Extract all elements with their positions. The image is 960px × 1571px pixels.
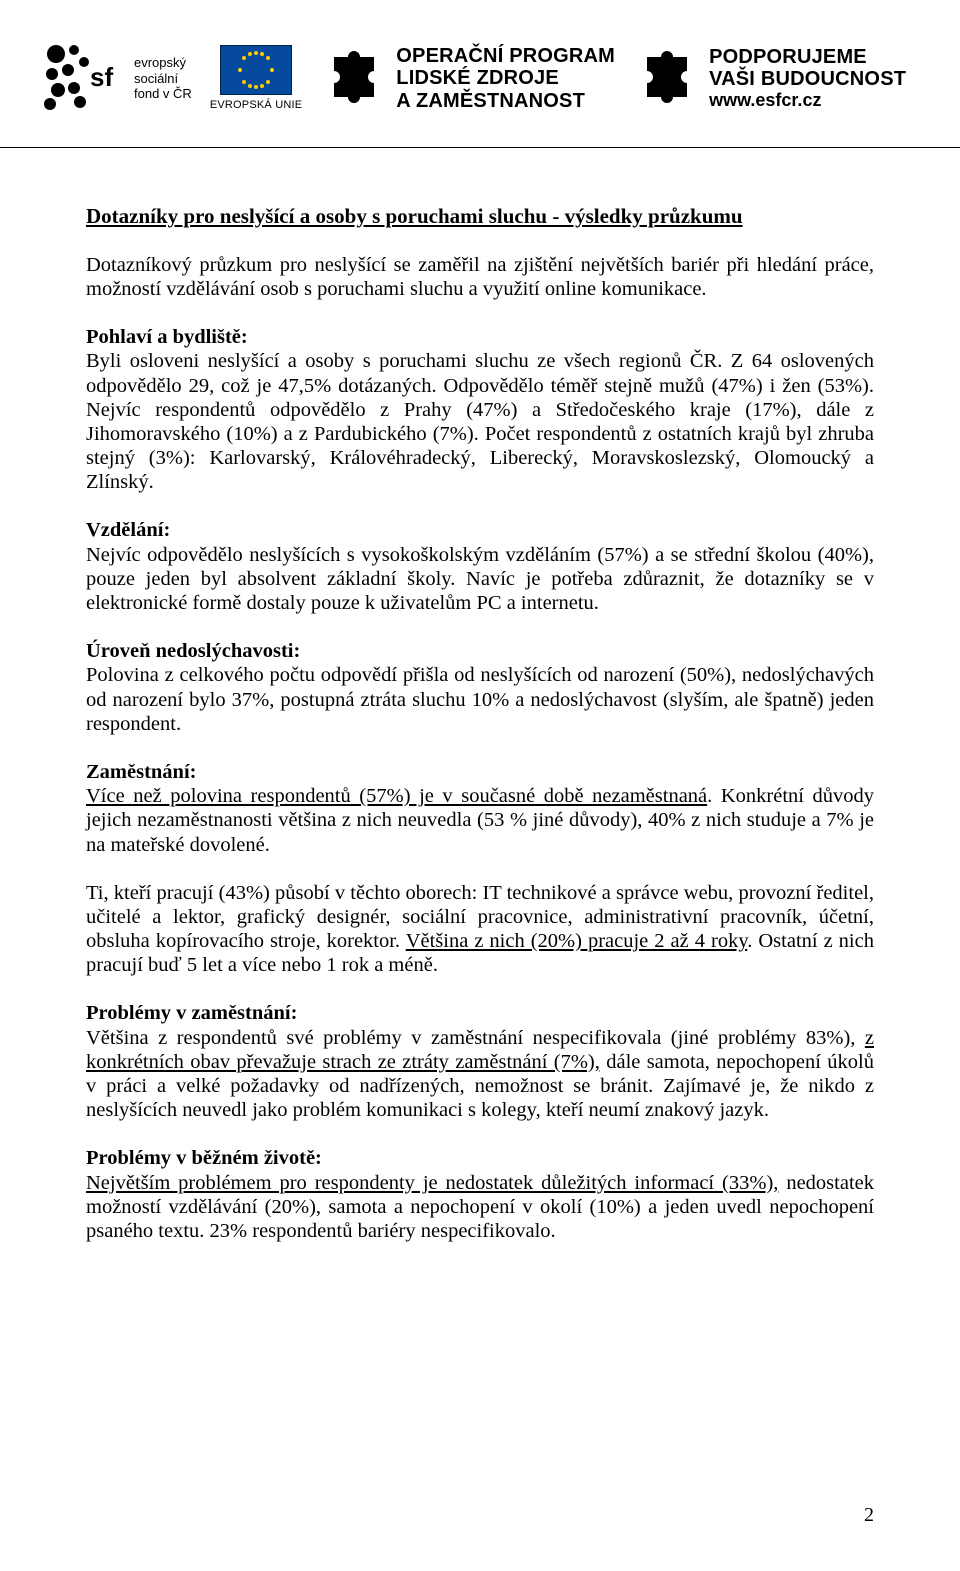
vzdelani-body: Nejvíc odpovědělo neslyšících s vysokošk…: [86, 544, 874, 614]
uroven-head: Úroveň nedoslýchavosti:: [86, 640, 300, 662]
problemy-ziv-head: Problémy v běžném životě:: [86, 1147, 322, 1169]
esf-icon: sf: [40, 40, 128, 118]
op-line2: LIDSKÉ ZDROJE: [396, 67, 615, 89]
support-line3: www.esfcr.cz: [709, 90, 906, 111]
zamestnani-section: Zaměstnání: Více než polovina respondent…: [86, 760, 874, 857]
esf-line3: fond v ČR: [134, 86, 192, 102]
op-line3: A ZAMĚSTNANOST: [396, 90, 615, 112]
svg-text:sf: sf: [90, 62, 113, 92]
support-block: PODPORUJEME VAŠI BUDOUCNOST www.esfcr.cz: [641, 43, 906, 115]
support-line1: PODPORUJEME: [709, 46, 906, 68]
op-text: OPERAČNÍ PROGRAM LIDSKÉ ZDROJE A ZAMĚSTN…: [396, 45, 615, 112]
problemy-ziv-u1: Největším problémem pro respondenty je n…: [86, 1172, 778, 1194]
esf-line2: sociální: [134, 71, 192, 87]
puzzle-icon: [641, 43, 699, 115]
puzzle-icon: [328, 43, 386, 115]
problemy-zam-section: Problémy v zaměstnání: Většina z respond…: [86, 1001, 874, 1122]
uroven-section: Úroveň nedoslýchavosti: Polovina z celko…: [86, 639, 874, 736]
esf-logo: sf evropský sociální fond v ČR: [40, 40, 192, 118]
support-line2: VAŠI BUDOUCNOST: [709, 68, 906, 90]
page-title: Dotazníky pro neslyšící a osoby s poruch…: [86, 204, 874, 229]
esf-line1: evropský: [134, 55, 192, 71]
page-number: 2: [864, 1504, 874, 1527]
op-block: OPERAČNÍ PROGRAM LIDSKÉ ZDROJE A ZAMĚSTN…: [328, 43, 615, 115]
support-text: PODPORUJEME VAŠI BUDOUCNOST www.esfcr.cz: [709, 46, 906, 112]
pohlavi-body: Byli osloveni neslyšící a osoby s poruch…: [86, 350, 874, 493]
vzdelani-head: Vzdělání:: [86, 519, 170, 541]
zamestnani-head: Zaměstnání:: [86, 761, 196, 783]
problemy-zam-a: Většina z respondentů své problémy v zam…: [86, 1027, 865, 1049]
header: sf evropský sociální fond v ČR EVROPSKÁ …: [0, 0, 960, 148]
pohlavi-head: Pohlaví a bydliště:: [86, 326, 248, 348]
pohlavi-section: Pohlaví a bydliště: Byli osloveni neslyš…: [86, 325, 874, 494]
document-body: Dotazníky pro neslyšící a osoby s poruch…: [0, 148, 960, 1243]
eu-label: EVROPSKÁ UNIE: [210, 99, 302, 112]
zamestnani-u: Více než polovina respondentů (57%) je v…: [86, 785, 707, 807]
intro-paragraph: Dotazníkový průzkum pro neslyšící se zam…: [86, 253, 874, 301]
eu-logo: EVROPSKÁ UNIE: [210, 45, 302, 112]
ti-u1: Většina z nich (20%) pracuje 2 až 4 roky: [406, 930, 748, 952]
problemy-zam-head: Problémy v zaměstnání:: [86, 1002, 297, 1024]
op-line1: OPERAČNÍ PROGRAM: [396, 45, 615, 67]
vzdelani-section: Vzdělání: Nejvíc odpovědělo neslyšících …: [86, 518, 874, 615]
esf-label: evropský sociální fond v ČR: [134, 55, 192, 102]
problemy-ziv-section: Problémy v běžném životě: Největším prob…: [86, 1146, 874, 1243]
uroven-body: Polovina z celkového počtu odpovědí přiš…: [86, 664, 874, 734]
ti-paragraph: Ti, kteří pracují (43%) působí v těchto …: [86, 881, 874, 978]
eu-flag-icon: [220, 45, 292, 95]
